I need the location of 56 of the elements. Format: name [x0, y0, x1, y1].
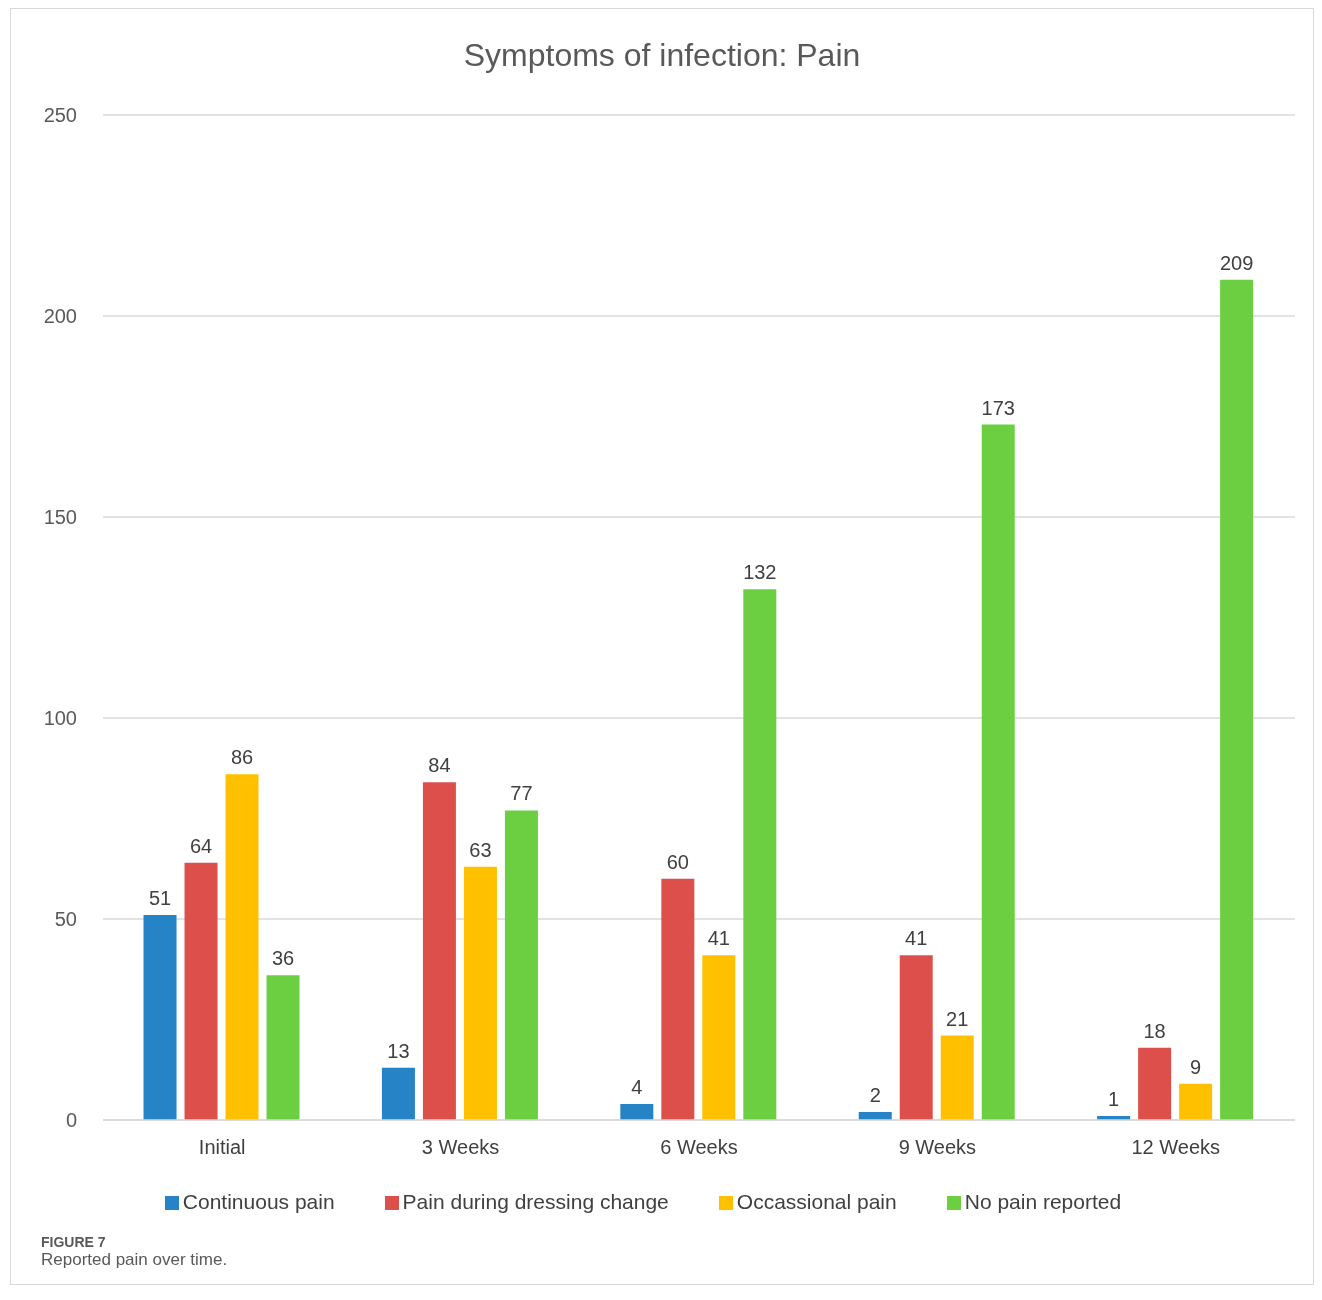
data-label: 64: [189, 834, 213, 857]
data-label: 51: [148, 886, 172, 909]
bar: [266, 975, 300, 1120]
bar: [899, 955, 933, 1120]
bar: [225, 774, 259, 1120]
bar: [981, 424, 1015, 1120]
legend-label: Pain during dressing change: [402, 1190, 669, 1213]
bar: [504, 810, 538, 1120]
x-tick-label: Initial: [198, 1136, 246, 1159]
data-label: 1: [1108, 1087, 1120, 1110]
chart-title: Symptoms of infection: Pain: [462, 36, 862, 75]
y-tick-label: 100: [43, 707, 77, 730]
bar: [463, 866, 497, 1120]
data-label: 13: [387, 1039, 410, 1062]
y-tick-label: 0: [65, 1109, 77, 1132]
data-label: 4: [631, 1075, 643, 1098]
data-label: 132: [743, 561, 777, 584]
bar: [743, 589, 777, 1120]
legend-label: Continuous pain: [182, 1190, 335, 1213]
y-tick-label: 200: [43, 305, 77, 328]
x-tick-label: 9 Weeks: [898, 1136, 977, 1159]
data-label: 21: [946, 1007, 969, 1030]
data-label: 9: [1190, 1055, 1202, 1078]
bar: [940, 1035, 974, 1120]
bar: [143, 914, 177, 1120]
data-label: 63: [469, 838, 492, 861]
x-tick-label: 6 Weeks: [660, 1136, 738, 1159]
data-label: 173: [981, 396, 1015, 419]
x-tick-label: 12 Weeks: [1131, 1136, 1221, 1159]
bar: [381, 1067, 415, 1120]
bar: [184, 862, 218, 1120]
data-label: 36: [271, 947, 295, 970]
data-label: 86: [230, 746, 254, 769]
data-label: 41: [707, 927, 730, 950]
data-label: 2: [869, 1083, 881, 1106]
bar: [620, 1103, 654, 1120]
data-label: 84: [428, 754, 451, 777]
data-label: 77: [510, 782, 533, 805]
caption: FIGURE 7: [41, 1234, 107, 1250]
y-tick-label: 50: [54, 908, 77, 931]
bar: [1179, 1083, 1213, 1120]
y-tick-label: 150: [43, 506, 77, 529]
bar: [661, 878, 695, 1120]
y-tick-label: 250: [43, 104, 77, 127]
bar: [702, 955, 736, 1120]
bar: [422, 782, 456, 1120]
bar: [1138, 1047, 1172, 1120]
data-label: 18: [1143, 1019, 1166, 1042]
data-label: 209: [1219, 251, 1254, 274]
x-tick-label: 3 Weeks: [421, 1136, 500, 1159]
data-label: 60: [666, 850, 689, 873]
text: Reported pain over time.: [41, 1250, 229, 1270]
legend-label: No pain reported: [964, 1190, 1122, 1213]
data-label: 41: [905, 927, 928, 950]
bar: [1220, 279, 1254, 1120]
legend-label: Occassional pain: [736, 1190, 897, 1213]
